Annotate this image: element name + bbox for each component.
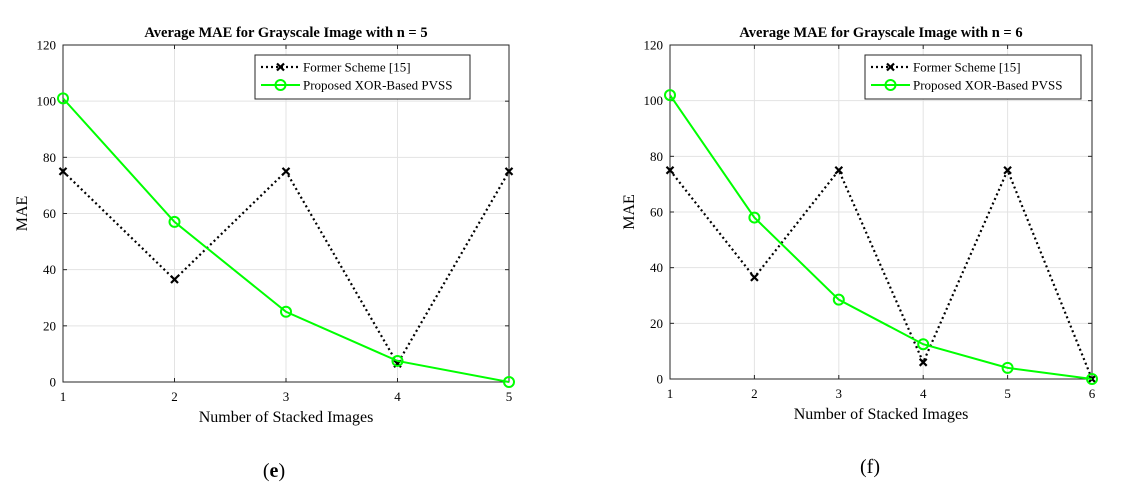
panel-label-close-paren: ) xyxy=(278,460,285,482)
y-axis-label: MAE xyxy=(14,196,31,232)
y-tick-label: 0 xyxy=(657,372,664,387)
y-tick-label: 80 xyxy=(43,150,56,165)
panel-label-letter: e xyxy=(270,460,279,482)
x-marker-stroke xyxy=(58,167,68,176)
y-tick-label: 120 xyxy=(644,38,664,53)
data-point-circle-marker xyxy=(391,354,404,367)
series-line xyxy=(669,94,1093,380)
data-point-x-marker xyxy=(1003,165,1012,175)
legend-entry-label: Former Scheme [15] xyxy=(913,60,1021,75)
data-point-x-marker xyxy=(750,273,759,282)
y-tick-label: 60 xyxy=(650,205,663,220)
x-axis-label: Number of Stacked Images xyxy=(199,409,374,426)
legend-x-marker xyxy=(276,62,285,72)
chart-title: Average MAE for Grayscale Image with n =… xyxy=(739,25,1022,41)
y-tick-label: 120 xyxy=(37,38,57,53)
legend-circle-marker xyxy=(884,79,897,91)
y-tick-label: 0 xyxy=(50,375,57,390)
x-marker-stroke xyxy=(1003,165,1012,175)
data-point-circle-marker xyxy=(503,376,515,388)
x-tick-label: 2 xyxy=(751,386,758,401)
data-point-circle-marker xyxy=(1001,361,1014,374)
data-point-circle-marker xyxy=(168,215,181,228)
data-point-circle-marker xyxy=(57,92,69,105)
y-tick-label: 80 xyxy=(650,149,663,164)
data-point-circle-marker xyxy=(832,293,845,306)
legend-entry-label: Proposed XOR-Based PVSS xyxy=(303,78,453,93)
y-tick-label: 40 xyxy=(650,260,663,275)
series-proposed-xor-pvss xyxy=(57,92,515,388)
legend: Former Scheme [15] Proposed XOR-Based PVS… xyxy=(864,54,1082,100)
x-tick-label: 3 xyxy=(283,389,290,404)
x-tick-label: 5 xyxy=(506,389,513,404)
y-tick-label: 100 xyxy=(644,93,664,108)
panel-label-close-paren: ) xyxy=(873,456,880,478)
panel-label-open-paren: ( xyxy=(860,456,867,478)
y-tick-label: 20 xyxy=(650,316,663,331)
legend: Former Scheme [15] Proposed XOR-Based PVS… xyxy=(254,54,471,100)
x-marker-stroke xyxy=(170,275,179,284)
y-tick-label: 40 xyxy=(43,262,56,277)
legend-box xyxy=(864,54,1082,100)
panel-label: (f) xyxy=(860,456,880,478)
data-point-circle-marker xyxy=(280,305,292,318)
x-tick-label: 1 xyxy=(667,386,674,401)
y-tick-label: 20 xyxy=(43,318,56,333)
data-point-x-marker xyxy=(58,167,68,176)
panel-label-letter: f xyxy=(867,456,874,478)
x-marker-stroke xyxy=(281,167,291,176)
panel-label-open-paren: ( xyxy=(263,460,270,482)
legend-box xyxy=(254,54,471,100)
x-tick-label: 3 xyxy=(836,386,843,401)
y-tick-label: 60 xyxy=(43,206,56,221)
x-marker-stroke xyxy=(504,167,514,176)
y-axis-label: MAE xyxy=(621,194,638,230)
x-axis-label: Number of Stacked Images xyxy=(794,406,969,423)
y-tick-label: 100 xyxy=(37,94,57,109)
data-point-x-marker xyxy=(504,167,514,176)
data-point-x-marker xyxy=(834,165,844,175)
x-marker-stroke xyxy=(834,165,844,175)
data-point-circle-marker xyxy=(917,338,930,351)
series-line xyxy=(62,97,510,383)
x-tick-label: 4 xyxy=(920,386,927,401)
data-point-x-marker xyxy=(281,167,291,176)
data-point-x-marker xyxy=(665,165,675,175)
chart-panel: 1 2 3 4 5 0 20 40 60 80 100 120 Former Scheme [15] Pr… xyxy=(14,25,515,482)
panel-label: (e) xyxy=(263,460,285,482)
chart-title: Average MAE for Grayscale Image with n =… xyxy=(144,25,427,41)
x-tick-label: 2 xyxy=(171,389,178,404)
x-tick-label: 1 xyxy=(60,389,67,404)
x-tick-label: 6 xyxy=(1089,386,1096,401)
legend-entry-label: Proposed XOR-Based PVSS xyxy=(913,78,1063,93)
x-tick-label: 4 xyxy=(394,389,401,404)
data-point-circle-marker xyxy=(1086,373,1098,385)
legend-x-marker xyxy=(886,62,895,72)
data-point-circle-marker xyxy=(664,89,676,102)
series-proposed-xor-pvss xyxy=(664,89,1098,385)
legend-entry-label: Former Scheme [15] xyxy=(303,60,411,75)
x-tick-label: 5 xyxy=(1004,386,1011,401)
legend-circle-marker xyxy=(274,79,287,91)
data-point-x-marker xyxy=(918,358,928,367)
x-marker-stroke xyxy=(918,358,928,367)
data-point-x-marker xyxy=(170,275,179,284)
x-marker-stroke xyxy=(750,273,759,282)
data-point-circle-marker xyxy=(748,211,761,224)
x-marker-stroke xyxy=(665,165,675,175)
